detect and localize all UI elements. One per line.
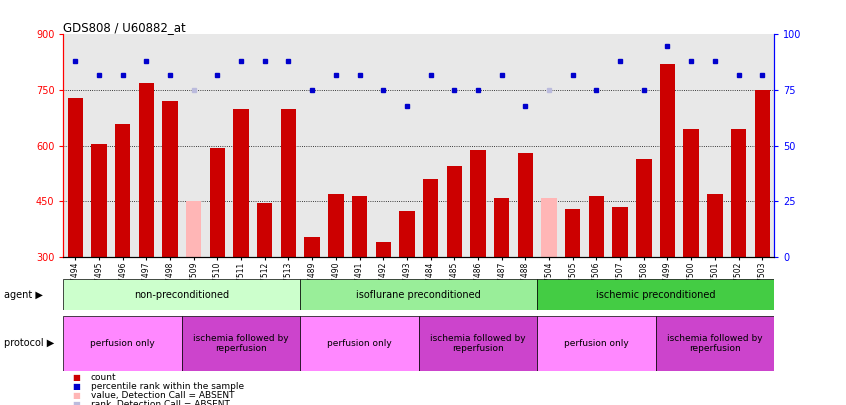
Bar (115, 124, 130, 257)
Bar (68, 98, 83, 257)
Bar (755, 90, 770, 257)
Bar (91, 144, 107, 257)
Bar (257, 203, 272, 257)
Text: ischemic preconditioned: ischemic preconditioned (596, 290, 716, 300)
Bar (376, 242, 391, 257)
Bar (139, 83, 154, 257)
Text: ischemia followed by
reperfusion: ischemia followed by reperfusion (430, 334, 526, 353)
Text: percentile rank within the sample: percentile rank within the sample (91, 382, 244, 391)
Bar (494, 198, 509, 257)
Bar (565, 209, 580, 257)
Bar (281, 109, 296, 257)
Text: non-preconditioned: non-preconditioned (135, 290, 229, 300)
Text: perfusion only: perfusion only (91, 339, 155, 348)
Text: count: count (91, 373, 116, 382)
Bar (636, 159, 651, 257)
Text: rank, Detection Call = ABSENT: rank, Detection Call = ABSENT (91, 400, 229, 405)
Bar (162, 101, 178, 257)
Bar (660, 64, 675, 257)
Bar (233, 109, 249, 257)
Text: GDS808 / U60882_at: GDS808 / U60882_at (63, 21, 186, 34)
Text: isoflurane preconditioned: isoflurane preconditioned (356, 290, 481, 300)
Text: ■: ■ (72, 400, 80, 405)
Bar (470, 149, 486, 257)
Bar (210, 148, 225, 257)
Text: ■: ■ (72, 373, 80, 382)
Bar (352, 196, 367, 257)
Bar (328, 194, 343, 257)
Bar (63, 279, 300, 310)
Bar (300, 316, 419, 371)
Bar (537, 279, 774, 310)
Text: ischemia followed by
reperfusion: ischemia followed by reperfusion (667, 334, 763, 353)
Text: protocol ▶: protocol ▶ (4, 338, 54, 348)
Bar (518, 153, 533, 257)
Text: ■: ■ (72, 382, 80, 391)
Bar (589, 196, 604, 257)
Bar (541, 198, 557, 257)
Bar (419, 316, 537, 371)
Bar (447, 166, 462, 257)
Bar (613, 207, 628, 257)
Bar (656, 316, 774, 371)
Bar (707, 194, 722, 257)
Text: ischemia followed by
reperfusion: ischemia followed by reperfusion (193, 334, 289, 353)
Text: value, Detection Call = ABSENT: value, Detection Call = ABSENT (91, 391, 234, 400)
Bar (63, 316, 182, 371)
Bar (186, 202, 201, 257)
Bar (537, 316, 656, 371)
Bar (399, 211, 415, 257)
Bar (300, 279, 537, 310)
Bar (423, 179, 438, 257)
Text: perfusion only: perfusion only (564, 339, 629, 348)
Bar (182, 316, 300, 371)
Bar (731, 129, 746, 257)
Bar (684, 129, 699, 257)
Text: perfusion only: perfusion only (327, 339, 392, 348)
Text: agent ▶: agent ▶ (4, 290, 43, 300)
Bar (305, 237, 320, 257)
Text: ■: ■ (72, 391, 80, 400)
